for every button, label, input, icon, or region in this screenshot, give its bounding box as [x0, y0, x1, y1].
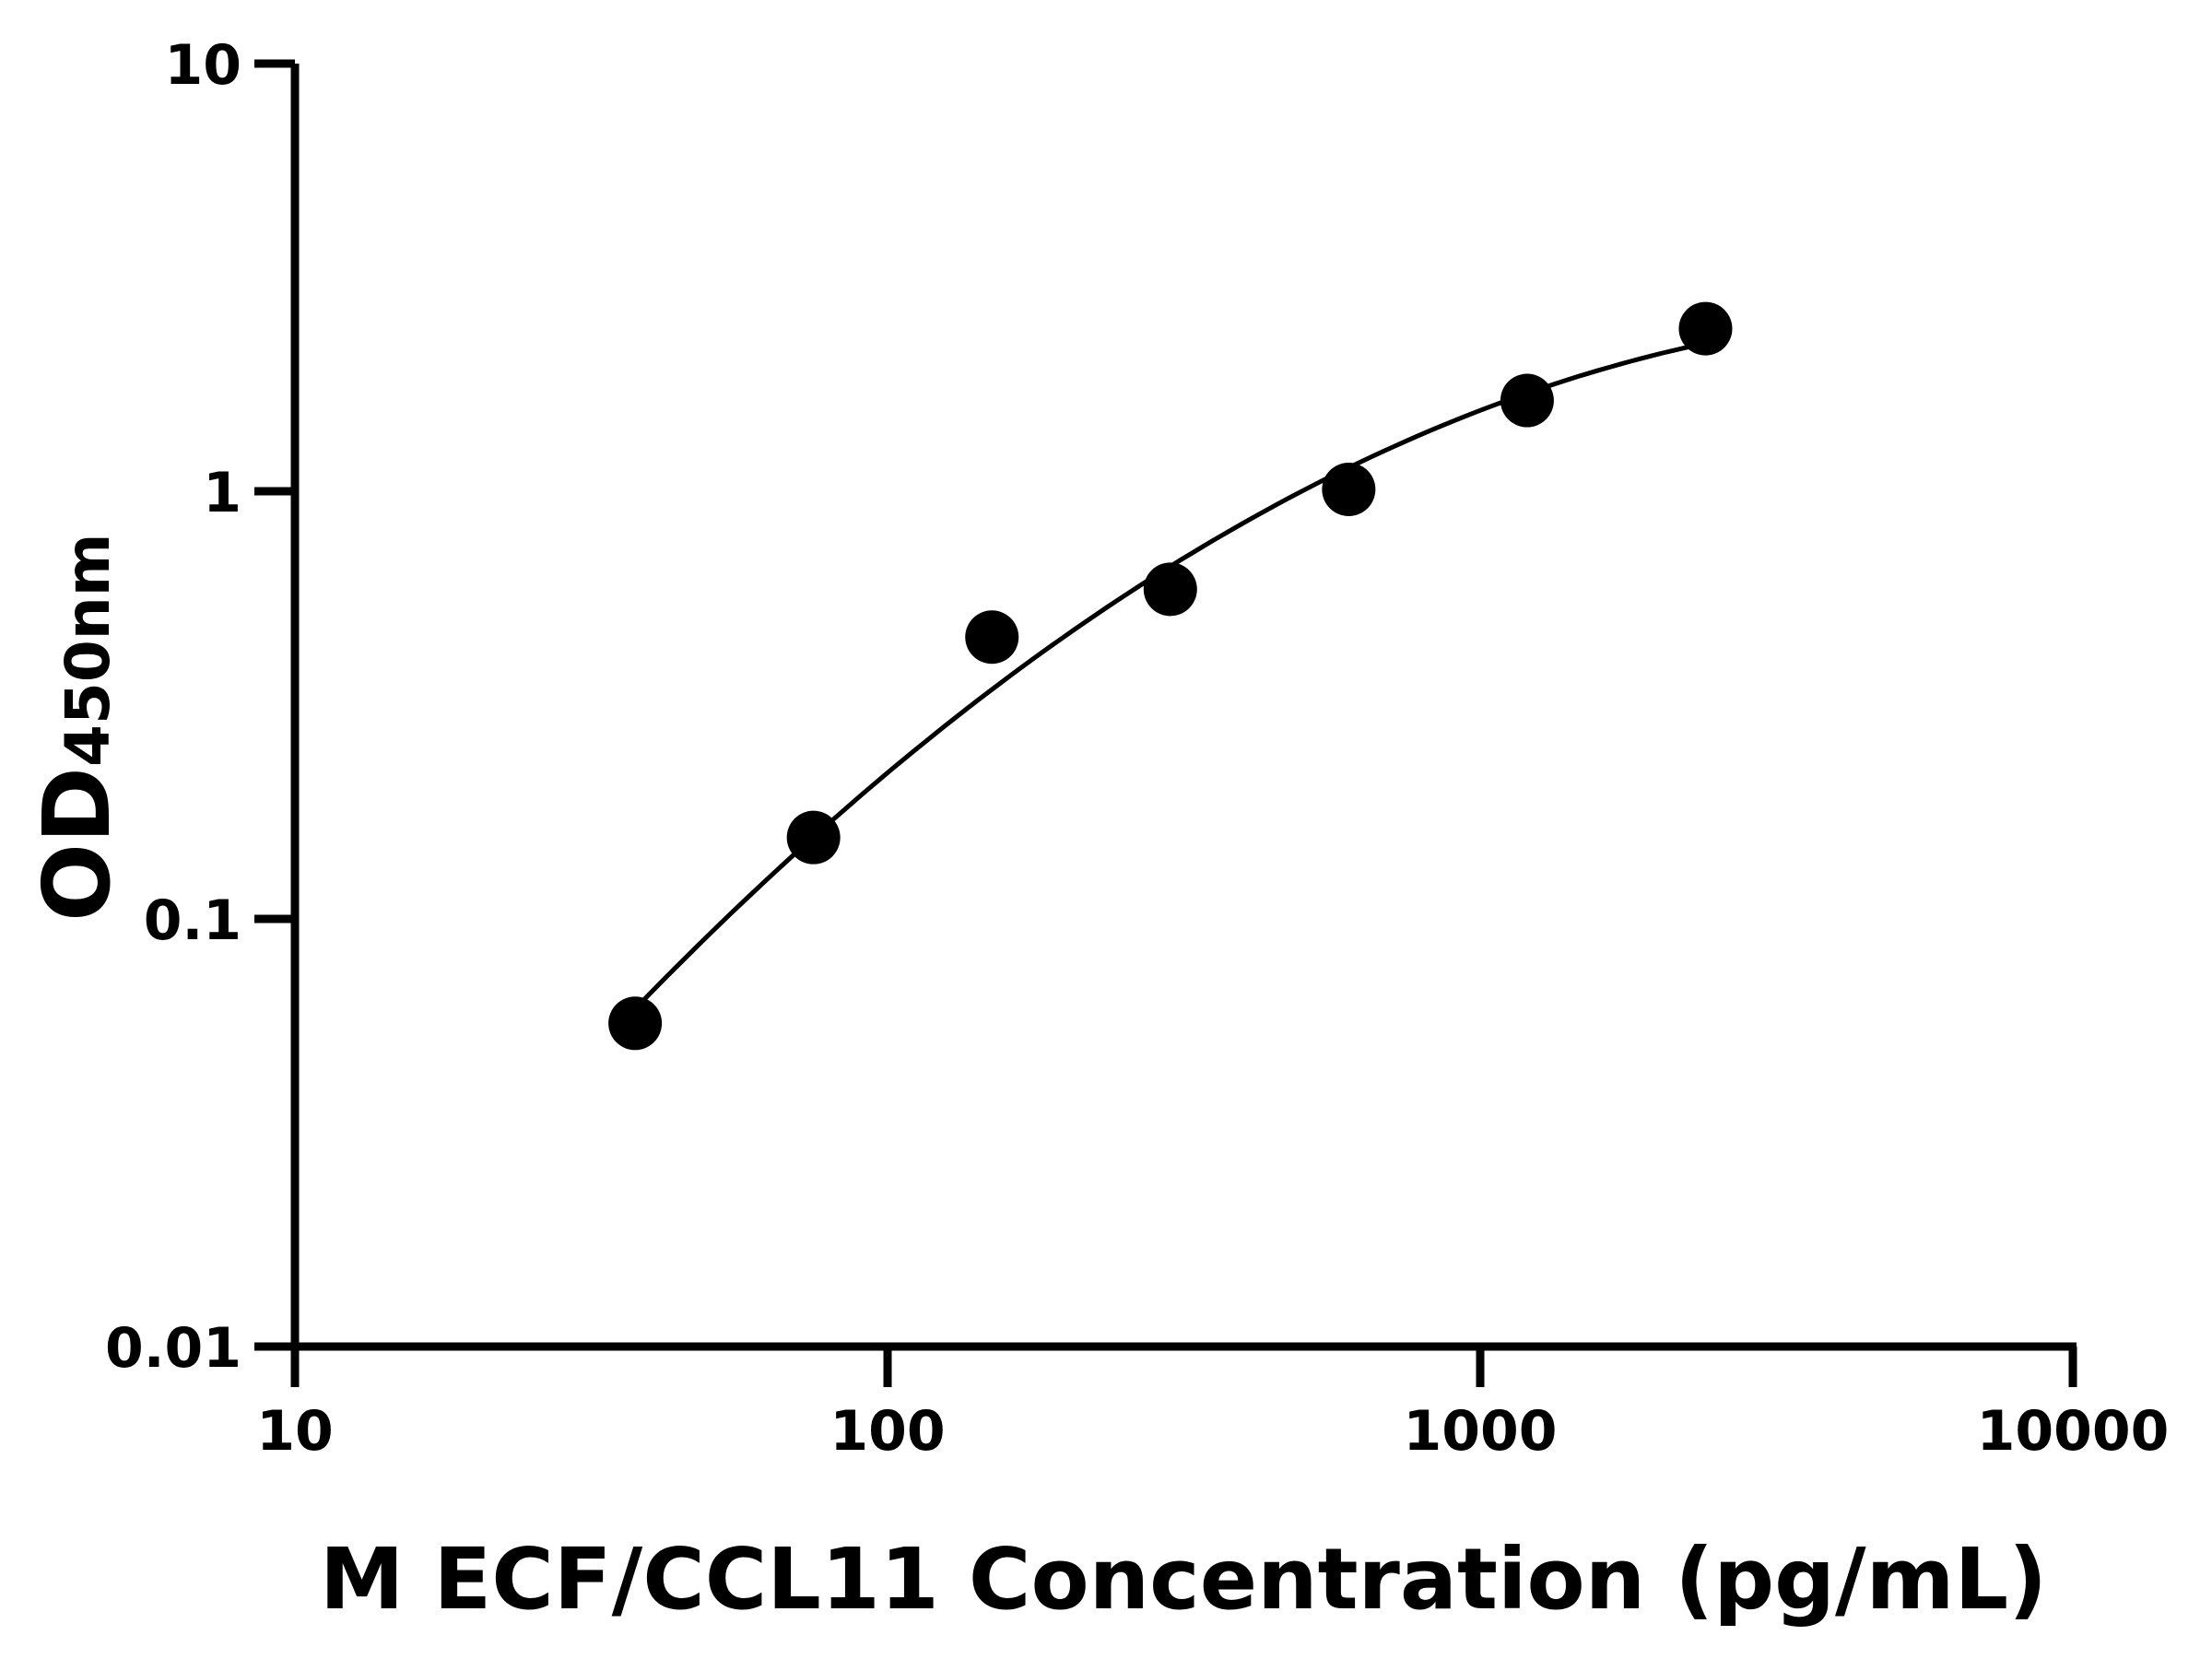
- data-point: [1143, 562, 1197, 617]
- data-point: [786, 810, 841, 865]
- x-tick-label: 10: [256, 1399, 334, 1464]
- y-axis-label: OD450nm: [23, 533, 131, 922]
- fit-curve: [633, 340, 1707, 1011]
- axes: 10 100 1000 10000 0.01 0.1 1 10: [105, 33, 2169, 1464]
- data-point: [1322, 462, 1376, 516]
- data-point: [1678, 301, 1733, 356]
- x-tick-label: 10000: [1977, 1399, 2170, 1464]
- y-axis-label-main: OD: [23, 767, 131, 922]
- y-axis-label-sub: 450nm: [53, 533, 124, 767]
- data-point: [1500, 373, 1554, 428]
- y-tick-label: 10: [165, 33, 242, 98]
- y-tick-label: 0.01: [105, 1316, 241, 1381]
- data-point: [965, 610, 1019, 665]
- y-tick-label: 1: [203, 461, 241, 525]
- x-tick-label: 1000: [1404, 1399, 1558, 1464]
- x-axis-label: M ECF/CCL11 Concentration (pg/mL): [320, 1530, 2047, 1629]
- x-tick-label: 100: [830, 1399, 945, 1464]
- data-point: [608, 996, 663, 1051]
- y-tick-label: 0.1: [144, 888, 241, 953]
- data-points: [608, 301, 1733, 1051]
